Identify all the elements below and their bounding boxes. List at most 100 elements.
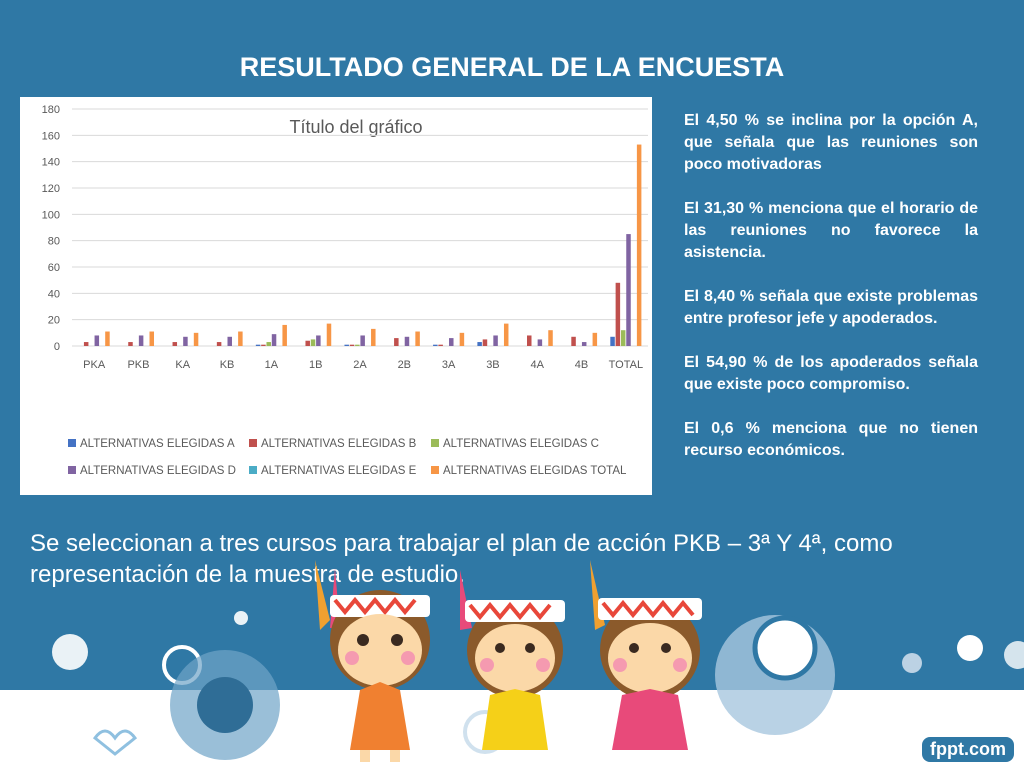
bar [615,282,621,346]
bar [620,330,626,346]
bar [349,344,355,346]
x-tick-label: TOTAL [609,359,643,371]
bar [548,330,553,346]
bar [105,331,110,346]
bar [261,344,266,346]
legend-label: ALTERNATIVAS ELEGIDAS D [80,465,236,477]
bar [449,338,454,346]
bubble-icon [752,615,818,681]
child-figure-icon [460,570,565,750]
heart-icon [92,729,138,756]
legend-swatch [249,439,257,447]
bar [581,342,587,346]
legend-swatch [68,466,76,474]
bar [172,342,178,346]
bar [128,342,133,346]
y-tick-label: 60 [48,262,60,274]
legend-label: ALTERNATIVAS ELEGIDAS B [261,438,417,450]
brand-logo[interactable]: fppt.com [922,737,1014,762]
y-tick-label: 20 [48,315,60,327]
chart-title: Título del gráfico [289,117,422,137]
bar [415,331,420,346]
bar [592,332,598,346]
bar [355,344,360,346]
bar [310,339,316,346]
y-tick-label: 40 [48,288,60,300]
bar [360,335,365,346]
bar-chart: Título del gráfico 0 20 40 60 80 100 120 140 160… [42,104,648,477]
legend-swatch [249,466,257,474]
child-figure-icon [590,560,702,750]
decoration [52,560,1024,762]
finding-3: El 8,40 % señala que existe problemas en… [684,288,978,327]
findings-list: El 4,50 % se inclina por la opción A, qu… [684,110,978,484]
bar [482,339,488,346]
bar [149,331,155,346]
x-tick-label: 1A [265,359,279,371]
bar [394,338,399,346]
x-tick-label: 4B [575,359,588,371]
bar [503,323,509,346]
y-tick-label: 120 [42,183,60,195]
x-tick-label: KA [175,359,190,371]
bar [238,331,243,346]
bar [626,234,631,346]
y-tick-label: 140 [42,157,60,169]
chart-container: Título del gráfico 0 20 40 60 80 100 120 140 160… [20,97,652,495]
bar [183,336,188,346]
finding-2: El 31,30 % menciona que el horario de la… [684,200,978,261]
bar [94,335,100,346]
finding-1: El 4,50 % se inclina por la opción A, qu… [684,112,978,173]
x-tick-label: KB [220,359,235,371]
bar [193,332,199,346]
y-tick-label: 80 [48,236,60,248]
legend-swatch [68,439,76,447]
y-tick-label: 0 [54,341,60,353]
finding-4: El 54,90 % de los apoderados señala que … [684,354,978,393]
x-tick-label: 3A [442,359,456,371]
bar [138,335,144,346]
bubble-icon [902,653,922,673]
bubble-icon [234,611,248,625]
bar [326,323,332,346]
child-figure-icon [315,560,430,762]
bar [227,336,232,346]
x-tick-label: 3B [486,359,499,371]
x-tick-label: 2A [353,359,367,371]
bar [610,336,615,346]
finding-5: El 0,6 % menciona que no tienen recurso … [684,420,978,459]
legend-label: ALTERNATIVAS ELEGIDAS E [261,465,417,477]
bar [433,344,438,346]
bar [83,342,89,346]
bar [271,334,277,346]
legend-label: ALTERNATIVAS ELEGIDAS TOTAL [443,465,627,477]
bar [537,339,543,346]
bar [371,328,376,346]
bar [477,342,482,346]
bar [266,342,271,346]
legend-swatch [431,466,439,474]
legend-label: ALTERNATIVAS ELEGIDAS C [443,438,599,450]
slide-title: RESULTADO GENERAL DE LA ENCUESTA [239,52,785,82]
legend-label: ALTERNATIVAS ELEGIDAS A [80,438,235,450]
bar [282,324,287,346]
conclusion-text: Se seleccionan a tres cursos para trabaj… [30,530,893,588]
x-tick-label: 2B [398,359,411,371]
x-tick-label: 4A [530,359,544,371]
x-tick-label: 1B [309,359,322,371]
bar [636,144,642,346]
y-tick-label: 100 [42,209,60,221]
bubble-icon [1004,641,1024,669]
y-tick-label: 180 [42,104,60,116]
x-tick-label: PKB [127,359,149,371]
x-tick-label: PKA [83,359,106,371]
bar [344,344,349,346]
bar [255,344,261,346]
bubble-icon [957,635,983,661]
bar [216,342,222,346]
bubble-icon [197,677,253,733]
bubble-icon [52,634,88,670]
bar [493,335,498,346]
bar [305,340,310,346]
